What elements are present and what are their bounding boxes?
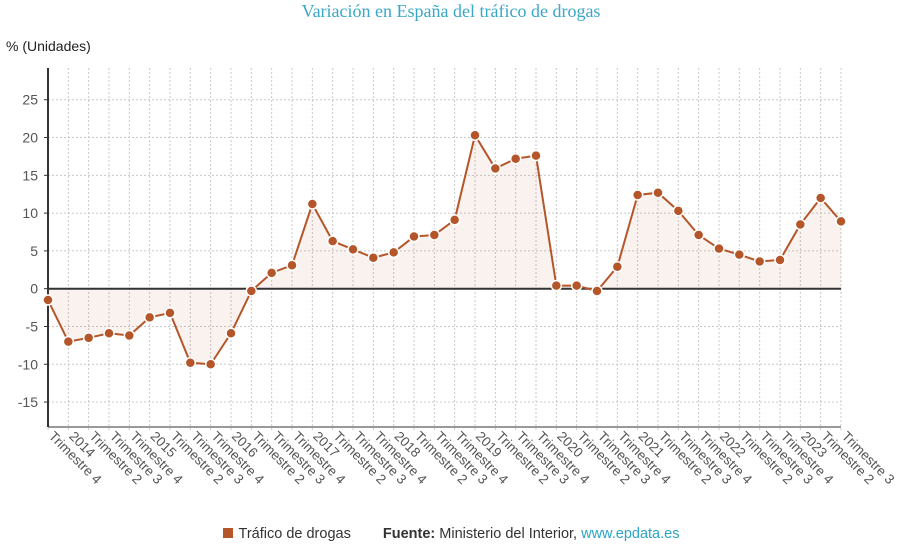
legend-swatch [222,528,233,538]
data-point [326,235,339,247]
y-tick-label: 5 [30,243,38,259]
data-point [489,162,502,175]
data-point [672,205,685,217]
source-text: Ministerio del Interior, [435,526,582,542]
chart-title: Variación en España del tráfico de droga… [301,1,601,21]
data-point [103,327,115,340]
data-point [814,192,827,204]
data-point [733,248,746,261]
y-tick-label: -5 [26,318,39,334]
y-tick-label: 25 [22,92,38,108]
data-point [469,129,481,142]
data-point [306,198,319,210]
data-point [835,215,847,228]
data-point [774,254,786,266]
data-point [82,332,95,344]
source-label: Fuente: [382,526,436,542]
data-point [713,242,725,255]
data-point [611,261,624,273]
data-point [204,358,217,371]
data-point [448,214,461,226]
data-point [164,307,176,319]
data-point [225,327,237,340]
data-point [265,267,278,279]
y-axis-label: % (Unidades) [6,38,91,54]
data-point [530,149,542,162]
data-point [794,218,807,231]
y-tick-label: 10 [22,205,38,221]
source-link[interactable]: www.epdata.es [581,526,680,542]
data-point [428,229,441,241]
data-point [408,230,420,243]
series-area [48,135,841,365]
y-tick-label: -10 [18,356,38,372]
series-line [47,132,842,366]
y-tick-label: 20 [22,130,38,146]
y-tick-label: 15 [22,167,38,183]
data-point [692,229,705,241]
data-point [509,152,522,165]
data-point [652,186,664,199]
data-point [367,251,380,264]
data-point [631,189,644,201]
data-point [62,335,75,348]
data-point [753,255,766,268]
data-point [550,279,563,292]
y-tick-label: 0 [30,281,38,297]
data-point [42,294,54,306]
data-point [347,243,359,256]
data-point [123,329,136,342]
data-point [570,279,583,292]
data-point [591,285,603,297]
y-tick-label: -15 [18,394,38,410]
data-point [245,285,258,297]
data-point [286,259,298,272]
data-point [387,246,400,259]
data-point [184,357,197,369]
data-point [143,311,156,324]
legend-label[interactable]: Tráfico de drogas [238,526,351,542]
chart-footer: Tráfico de drogas Fuente: Ministerio del… [0,526,902,542]
